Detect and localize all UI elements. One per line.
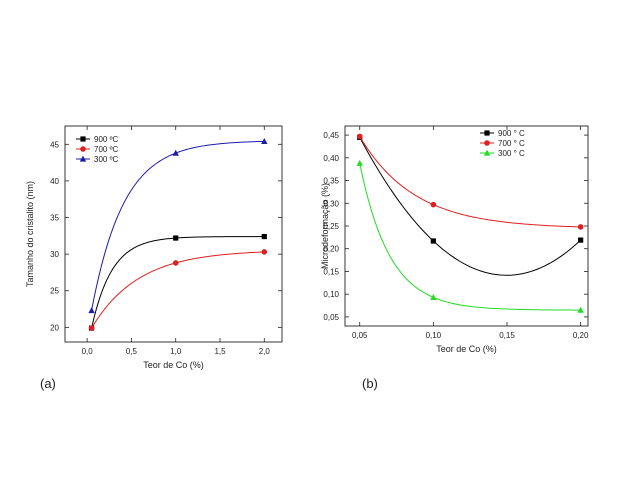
plot-frame: [64, 125, 283, 343]
chart-crystallite-size: 0,0 0,5 1,0 1,5 2,0 20 25 30 35 40 45 Teor de Co (%…: [25, 125, 283, 391]
y-tick-label: 0,15: [323, 267, 339, 276]
fit-curve-2: [359, 163, 581, 311]
y-tick-label: 40: [50, 177, 59, 186]
legend-label: 700 ºC: [94, 145, 118, 154]
data-point: [430, 201, 437, 208]
data-point: [577, 224, 584, 230]
data-point: [172, 149, 179, 156]
y-tick-label: 0,30: [323, 199, 339, 208]
legend-marker: [484, 130, 490, 136]
y-tick-label: 35: [50, 214, 59, 223]
data-point: [88, 307, 95, 314]
data-point: [430, 238, 436, 244]
panel-label: (a): [40, 376, 56, 391]
y-tick-label: 25: [50, 287, 59, 296]
x-tick-label: 1,0: [170, 347, 182, 356]
data-point: [577, 306, 584, 313]
y-tick-label: 0,05: [323, 313, 339, 322]
y-axis-label: Microdeformação (%): [320, 183, 330, 269]
y-tick-label: 0,25: [323, 222, 339, 231]
legend-marker: [80, 136, 86, 142]
legend-marker: [79, 155, 87, 162]
x-tick-label: 0,10: [426, 331, 442, 340]
data-point: [261, 249, 268, 255]
x-tick-label: 0,20: [573, 331, 589, 340]
data-point: [356, 159, 363, 166]
data-point: [430, 293, 437, 300]
data-point: [356, 133, 363, 140]
y-tick-label: 30: [50, 250, 59, 259]
legend-marker: [484, 140, 490, 146]
fit-curve-0: [91, 236, 265, 329]
legend-label: 900 ºC: [94, 135, 118, 144]
x-tick-label: 0,05: [352, 331, 368, 340]
x-axis-label: Teor de Co (%): [143, 360, 204, 370]
fit-curve-0: [359, 137, 581, 276]
x-tick-label: 0,0: [82, 347, 94, 356]
y-tick-label: 0,35: [323, 177, 339, 186]
data-point: [261, 137, 268, 144]
data-point: [173, 235, 179, 241]
y-tick-label: 0,10: [323, 290, 339, 299]
x-tick-label: 1,5: [214, 347, 226, 356]
fit-curve-2: [91, 140, 265, 311]
panel-label: (b): [362, 376, 378, 391]
legend-label: 700 ° C: [498, 139, 525, 148]
y-axis-label: Tamanho do cristalito (nm): [25, 181, 35, 287]
y-tick-label: 0,45: [323, 131, 339, 140]
fit-curve-1: [359, 136, 581, 228]
x-tick-label: 0,5: [126, 347, 138, 356]
y-tick-label: 45: [50, 140, 59, 149]
legend-label: 300 ° C: [498, 149, 525, 158]
legend-marker: [80, 146, 86, 152]
legend-label: 300 ºC: [94, 155, 118, 164]
data-point: [261, 233, 267, 240]
legend-label: 900 ° C: [498, 129, 525, 138]
chart-microstrain: 0,05 0,10 0,15 0,20 0,05 0,10 0,15 0,20 0,25 0,30…: [320, 125, 589, 391]
y-tick-label: 20: [50, 323, 59, 332]
data-point: [172, 260, 179, 266]
x-tick-label: 0,15: [499, 331, 515, 340]
y-tick-label: 0,40: [323, 154, 339, 163]
y-tick-label: 0,20: [323, 245, 339, 254]
data-point: [578, 237, 584, 243]
data-point: [88, 325, 95, 331]
legend-marker: [483, 149, 491, 156]
x-axis-label: Teor de Co (%): [436, 344, 497, 354]
x-tick-label: 2,0: [259, 347, 271, 356]
